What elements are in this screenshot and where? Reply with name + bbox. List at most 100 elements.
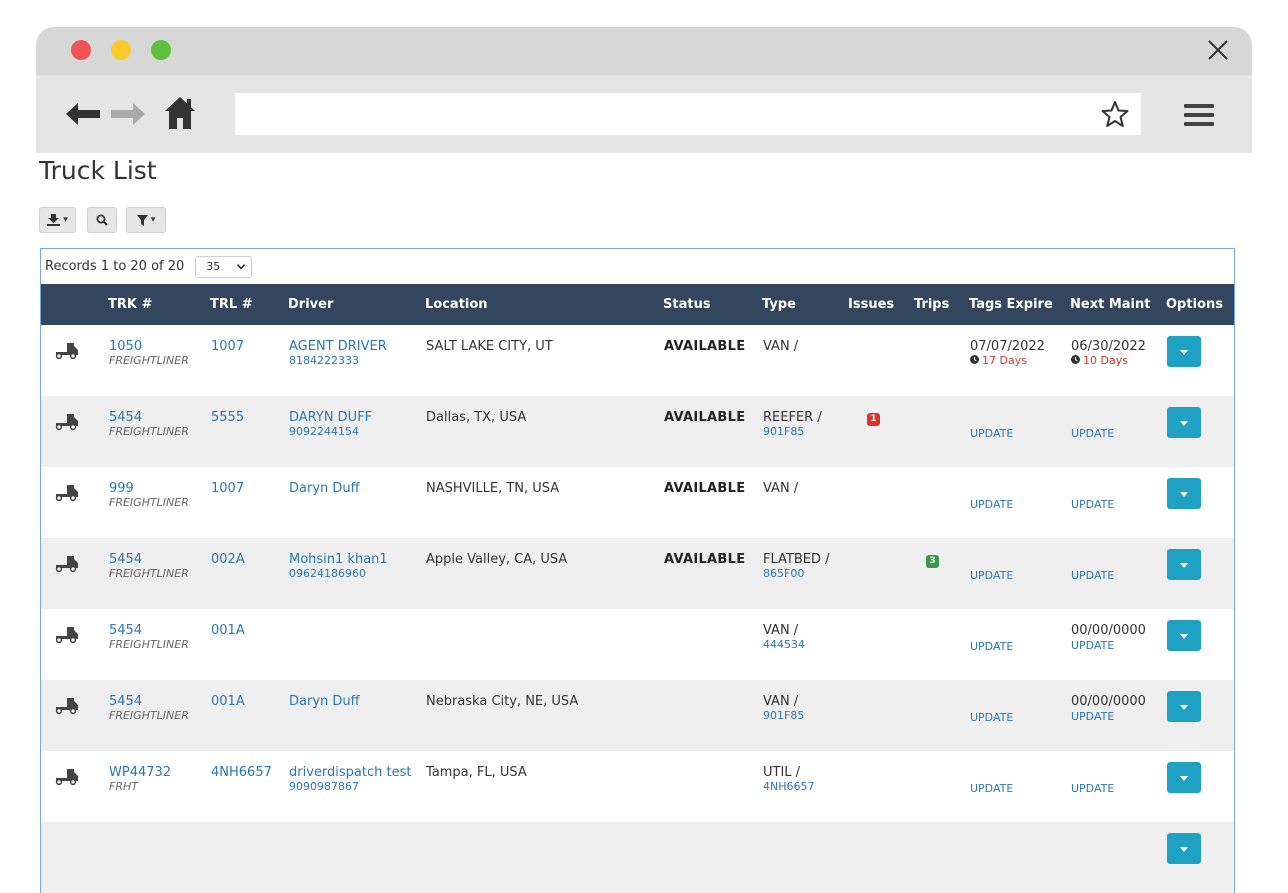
tags-update-link[interactable]: UPDATE bbox=[970, 782, 1014, 795]
status-text: AVAILABLE bbox=[664, 552, 746, 567]
column-header-trips[interactable]: Trips bbox=[914, 284, 969, 325]
trips-badge[interactable]: 3 bbox=[926, 554, 939, 568]
options-dropdown-button[interactable] bbox=[1167, 762, 1201, 793]
options-dropdown-button[interactable] bbox=[1167, 549, 1201, 580]
home-icon[interactable] bbox=[164, 96, 196, 130]
driver-name-link[interactable]: Daryn Duff bbox=[289, 694, 360, 709]
tags-update-link[interactable]: UPDATE bbox=[970, 498, 1014, 511]
location-text: NASHVILLE, TN, USA bbox=[426, 481, 560, 496]
page-title: Truck List bbox=[39, 156, 157, 185]
driver-phone[interactable]: 09624186960 bbox=[289, 567, 366, 580]
maximize-window-button[interactable] bbox=[151, 40, 171, 60]
tags-update-link[interactable]: UPDATE bbox=[970, 427, 1014, 440]
hamburger-menu-icon[interactable] bbox=[1184, 104, 1214, 126]
caret-down-icon bbox=[1180, 841, 1188, 856]
records-info: Records 1 to 20 of 20 35 bbox=[45, 249, 253, 284]
truck-number-link[interactable]: 5454 bbox=[109, 552, 143, 567]
equipment-sub-link[interactable]: 865F00 bbox=[763, 567, 805, 580]
truck-icon bbox=[53, 624, 81, 648]
options-dropdown-button[interactable] bbox=[1167, 478, 1201, 509]
column-header-options: Options bbox=[1166, 284, 1234, 325]
column-header-status[interactable]: Status bbox=[663, 284, 762, 325]
equipment-sub-link[interactable]: 901F85 bbox=[763, 425, 805, 438]
truck-number-link[interactable]: 1050 bbox=[109, 339, 143, 354]
column-header-trk[interactable]: TRK # bbox=[108, 284, 210, 325]
truck-number-link[interactable]: 5454 bbox=[109, 694, 143, 709]
issues-badge[interactable]: 1 bbox=[867, 412, 880, 426]
maint-update-link[interactable]: UPDATE bbox=[1071, 782, 1115, 795]
trailer-number-link[interactable]: 5555 bbox=[211, 410, 245, 425]
trailer-number-link[interactable]: 1007 bbox=[211, 481, 245, 496]
driver-name-link[interactable]: driverdispatch test bbox=[289, 765, 412, 780]
close-icon[interactable] bbox=[1206, 38, 1230, 62]
truck-make: FREIGHTLINER bbox=[109, 567, 189, 580]
maint-update-link[interactable]: UPDATE bbox=[1071, 427, 1115, 440]
tags-update-link[interactable]: UPDATE bbox=[970, 711, 1014, 724]
column-header-driver[interactable]: Driver bbox=[288, 284, 425, 325]
driver-phone[interactable]: 9090987867 bbox=[289, 780, 359, 793]
options-dropdown-button[interactable] bbox=[1167, 620, 1201, 651]
trailer-number-link[interactable]: 4NH6657 bbox=[211, 765, 272, 780]
tags-expire-date: 07/07/2022 bbox=[970, 339, 1045, 354]
equipment-type: VAN / bbox=[763, 623, 799, 638]
table-row: 5454 FREIGHTLINER 001A Daryn Duff Nebraska C… bbox=[41, 680, 1234, 751]
driver-name-link[interactable]: Mohsin1 khan1 bbox=[289, 552, 388, 567]
equipment-sub-link[interactable]: 4NH6657 bbox=[763, 780, 815, 793]
driver-phone[interactable]: 8184222333 bbox=[289, 354, 359, 367]
address-bar[interactable] bbox=[235, 93, 1141, 135]
back-arrow-icon[interactable] bbox=[66, 103, 100, 125]
minimize-window-button[interactable] bbox=[111, 40, 131, 60]
close-window-button[interactable] bbox=[71, 40, 91, 60]
trailer-number-link[interactable]: 001A bbox=[211, 623, 245, 638]
table-row: 5454 FREIGHTLINER 002A Mohsin1 khan1 0962418… bbox=[41, 538, 1234, 609]
search-button[interactable] bbox=[87, 207, 117, 233]
column-header-location[interactable]: Location bbox=[425, 284, 663, 325]
caret-down-icon bbox=[1180, 486, 1188, 501]
options-dropdown-button[interactable] bbox=[1167, 833, 1201, 864]
trailer-number-link[interactable]: 002A bbox=[211, 552, 245, 567]
equipment-type: VAN / bbox=[763, 339, 799, 354]
truck-icon bbox=[53, 340, 81, 364]
title-bar bbox=[36, 27, 1252, 75]
options-dropdown-button[interactable] bbox=[1167, 691, 1201, 722]
driver-name-link[interactable]: Daryn Duff bbox=[289, 481, 360, 496]
column-header-trl[interactable]: TRL # bbox=[210, 284, 288, 325]
column-header-next-maint[interactable]: Next Maint bbox=[1070, 284, 1166, 325]
driver-phone[interactable]: 9092244154 bbox=[289, 425, 359, 438]
export-button[interactable]: ▾ bbox=[39, 207, 76, 233]
forward-arrow-icon[interactable] bbox=[111, 103, 145, 125]
truck-number-link[interactable]: 5454 bbox=[109, 623, 143, 638]
options-dropdown-button[interactable] bbox=[1167, 407, 1201, 438]
equipment-sub-link[interactable]: 444534 bbox=[763, 638, 805, 651]
driver-name-link[interactable]: DARYN DUFF bbox=[289, 410, 373, 425]
options-dropdown-button[interactable] bbox=[1167, 336, 1201, 367]
filter-button[interactable]: ▾ bbox=[126, 207, 166, 233]
truck-number-link[interactable]: 5454 bbox=[109, 410, 143, 425]
maint-update-link[interactable]: UPDATE bbox=[1071, 639, 1115, 652]
trailer-number-link[interactable]: 001A bbox=[211, 694, 245, 709]
driver-name-link[interactable]: AGENT DRIVER bbox=[289, 339, 387, 354]
column-header-tags-expire[interactable]: Tags Expire bbox=[969, 284, 1070, 325]
truck-icon bbox=[53, 553, 81, 577]
truck-make: FREIGHTLINER bbox=[109, 425, 189, 438]
tags-update-link[interactable]: UPDATE bbox=[970, 640, 1014, 653]
truck-make: FREIGHTLINER bbox=[109, 354, 189, 367]
page-size-select[interactable]: 35 bbox=[195, 255, 253, 278]
truck-icon bbox=[53, 411, 81, 435]
status-text: AVAILABLE bbox=[664, 410, 746, 425]
column-header-issues[interactable]: Issues bbox=[848, 284, 914, 325]
next-maint-date: 06/30/2022 bbox=[1071, 339, 1146, 354]
equipment-type: VAN / bbox=[763, 481, 799, 496]
clock-icon bbox=[970, 354, 979, 367]
maint-update-link[interactable]: UPDATE bbox=[1071, 569, 1115, 582]
table-row bbox=[41, 822, 1234, 893]
column-header-type[interactable]: Type bbox=[762, 284, 848, 325]
trailer-number-link[interactable]: 1007 bbox=[211, 339, 245, 354]
star-icon[interactable] bbox=[1101, 100, 1129, 128]
truck-number-link[interactable]: 999 bbox=[109, 481, 134, 496]
tags-update-link[interactable]: UPDATE bbox=[970, 569, 1014, 582]
maint-update-link[interactable]: UPDATE bbox=[1071, 710, 1115, 723]
equipment-sub-link[interactable]: 901F85 bbox=[763, 709, 805, 722]
maint-update-link[interactable]: UPDATE bbox=[1071, 498, 1115, 511]
truck-number-link[interactable]: WP44732 bbox=[109, 765, 172, 780]
